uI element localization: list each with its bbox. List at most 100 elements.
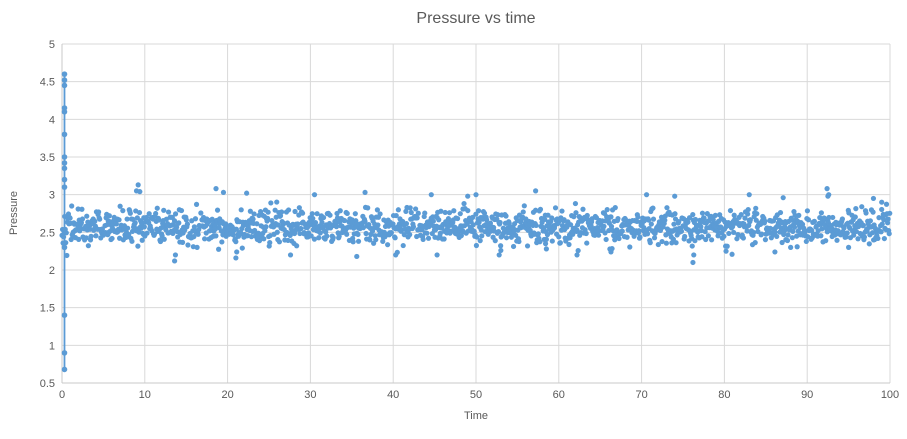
data-point xyxy=(117,203,123,209)
data-point xyxy=(794,244,800,250)
data-point xyxy=(310,215,316,222)
data-point xyxy=(85,243,91,249)
data-point xyxy=(785,232,791,238)
data-point xyxy=(875,235,881,242)
data-point xyxy=(316,235,322,241)
data-point xyxy=(650,216,657,222)
data-point xyxy=(561,217,567,223)
data-point xyxy=(811,218,818,225)
data-point xyxy=(274,229,280,235)
data-point xyxy=(644,231,651,237)
y-tick-label: 3.5 xyxy=(40,152,55,164)
x-tick-label: 50 xyxy=(470,389,482,401)
data-point xyxy=(355,231,361,238)
x-tick-label: 40 xyxy=(387,389,399,401)
data-point xyxy=(88,233,94,239)
data-point xyxy=(234,249,240,255)
data-point xyxy=(662,217,668,223)
data-point xyxy=(492,238,498,244)
data-point xyxy=(818,210,825,216)
data-point xyxy=(113,221,119,227)
data-point xyxy=(297,230,303,237)
data-point xyxy=(655,241,661,248)
data-point xyxy=(691,252,697,258)
y-tick-label: 5 xyxy=(49,39,55,51)
data-point xyxy=(424,230,430,236)
data-point xyxy=(533,222,539,229)
data-point xyxy=(129,228,136,235)
data-point xyxy=(385,242,391,248)
data-point xyxy=(789,217,795,223)
data-point xyxy=(281,220,287,226)
data-point xyxy=(154,205,160,211)
data-point xyxy=(244,190,250,196)
data-point xyxy=(278,209,285,215)
data-point xyxy=(549,215,555,221)
data-point xyxy=(256,238,263,244)
data-point xyxy=(796,212,802,218)
data-point xyxy=(473,192,479,198)
transient-point xyxy=(61,165,68,172)
data-point xyxy=(176,220,182,226)
data-point xyxy=(616,235,622,242)
data-point xyxy=(879,206,885,213)
data-point xyxy=(230,232,236,238)
data-point xyxy=(83,235,89,241)
data-point xyxy=(350,239,356,245)
data-point xyxy=(135,243,141,249)
data-point xyxy=(839,216,845,222)
data-point xyxy=(805,217,812,223)
data-point xyxy=(647,240,653,246)
data-point xyxy=(392,235,398,241)
data-point xyxy=(93,233,99,239)
data-point xyxy=(451,208,457,214)
data-point xyxy=(608,249,614,255)
data-point xyxy=(309,211,315,217)
data-point xyxy=(712,212,718,218)
data-point xyxy=(263,224,269,230)
data-point xyxy=(454,215,461,222)
data-point xyxy=(762,218,768,224)
data-point xyxy=(446,210,453,216)
data-point xyxy=(116,217,122,223)
data-point xyxy=(731,229,737,236)
x-tick-label: 0 xyxy=(59,389,65,401)
transient-point xyxy=(61,77,68,83)
data-point xyxy=(495,212,501,218)
data-point xyxy=(853,206,859,212)
data-point xyxy=(557,240,563,246)
data-point xyxy=(132,220,138,226)
data-point xyxy=(172,258,178,264)
data-point xyxy=(298,225,304,232)
data-point xyxy=(575,248,581,254)
data-point xyxy=(651,235,658,241)
data-point xyxy=(314,211,320,217)
data-point xyxy=(365,205,371,211)
data-point xyxy=(481,210,488,216)
data-point xyxy=(682,233,688,240)
data-point xyxy=(320,214,327,221)
data-point xyxy=(861,234,868,240)
data-point xyxy=(881,235,887,242)
data-point xyxy=(69,203,75,209)
data-point xyxy=(262,228,268,234)
data-point xyxy=(672,211,678,217)
data-point xyxy=(333,224,340,230)
data-point xyxy=(323,229,329,235)
data-point xyxy=(627,244,633,250)
data-point xyxy=(724,243,730,249)
y-tick-label: 0.5 xyxy=(40,378,55,390)
data-point xyxy=(583,230,589,237)
data-point xyxy=(784,237,791,244)
data-point xyxy=(250,216,256,222)
data-point xyxy=(126,231,132,238)
data-point xyxy=(367,237,373,243)
data-point xyxy=(352,211,358,217)
data-point xyxy=(403,208,409,214)
data-point xyxy=(425,235,432,241)
data-point xyxy=(753,205,759,211)
data-point xyxy=(870,209,876,215)
data-point xyxy=(75,206,81,212)
data-point xyxy=(274,199,280,205)
data-point xyxy=(285,207,292,213)
